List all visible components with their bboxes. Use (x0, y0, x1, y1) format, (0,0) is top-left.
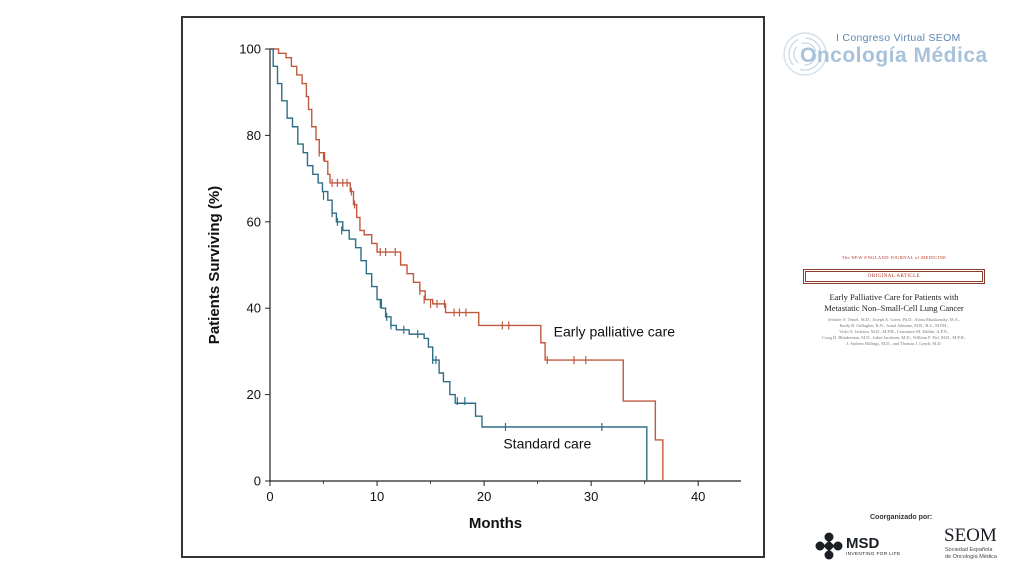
msd-tagline: INVENTING FOR LIFE (846, 552, 901, 557)
paper-authors: Jennifer S. Temel, M.D., Joseph A. Greer… (800, 317, 988, 347)
journal-name: The NEW ENGLAND JOURNAL of MEDICINE (841, 255, 947, 260)
chart-frame: 0 10 20 30 40 0 20 40 60 80 100 Months Patients Su… (181, 16, 765, 558)
seom-subtitle-line: Sociedad Española (945, 547, 993, 553)
axes: 0 10 20 30 40 0 20 40 60 80 100 (239, 42, 741, 504)
x-tick-label: 30 (584, 489, 598, 504)
survival-curve-standard-care (270, 48, 648, 481)
authors-line: Emily R. Gallagher, R.N., Sonal Admane, … (839, 323, 949, 328)
series-label-standard-care: Standard care (503, 436, 591, 452)
authors-line: J. Andrew Billings, M.D., and Thomas J. … (846, 341, 942, 346)
msd-name: MSD (846, 535, 880, 552)
paper-thumbnail: The NEW ENGLAND JOURNAL of MEDICINE ORIG… (800, 255, 988, 347)
seom-logo: SEOM Sociedad Española de Oncología Médi… (940, 525, 1006, 565)
congress-title: Oncología Médica (800, 44, 988, 67)
y-tick-label: 100 (239, 42, 261, 57)
authors-line: Vicki A. Jackson, M.D., M.P.H., Constanc… (839, 329, 949, 334)
y-tick-label: 40 (247, 301, 261, 316)
series-label-early-palliative-care: Early palliative care (554, 323, 676, 339)
y-tick-label: 0 (254, 474, 261, 489)
x-tick-label: 40 (691, 489, 705, 504)
paper-title-line: Early Palliative Care for Patients with (829, 292, 959, 302)
msd-mark-icon (815, 532, 843, 560)
seom-name: SEOM (944, 525, 997, 546)
x-tick-label: 10 (370, 489, 384, 504)
article-type-box: ORIGINAL ARTICLE (803, 269, 985, 284)
coorganized-label: Coorganizado por: (870, 514, 933, 521)
article-type-label: ORIGINAL ARTICLE (805, 271, 983, 282)
congress-swirl-icon (783, 32, 827, 76)
paper-title: Early Palliative Care for Patients with … (800, 292, 988, 314)
y-axis-title: Patients Surviving (%) (206, 186, 223, 344)
paper-title-line: Metastatic Non–Small-Cell Lung Cancer (824, 303, 964, 313)
y-tick-label: 80 (247, 128, 261, 143)
msd-logo: MSD INVENTING FOR LIFE (815, 532, 915, 560)
survival-curve-early-palliative-care (270, 48, 664, 481)
y-tick-label: 20 (247, 387, 261, 402)
seom-subtitle: Sociedad Española de Oncología Médica (945, 547, 1009, 560)
y-tick-label: 60 (247, 214, 261, 229)
x-tick-label: 20 (477, 489, 491, 504)
congress-subtitle: I Congreso Virtual SEOM (836, 32, 961, 44)
authors-line: Jennifer S. Temel, M.D., Joseph A. Greer… (827, 317, 961, 322)
seom-subtitle-line: de Oncología Médica (945, 553, 997, 560)
x-tick-label: 0 (266, 489, 273, 504)
series-layer (270, 48, 664, 481)
x-axis-title: Months (469, 515, 522, 532)
survival-chart: 0 10 20 30 40 0 20 40 60 80 100 Months Patients Su… (206, 42, 741, 532)
authors-line: Craig D. Blinderman, M.D., Juliet Jacobs… (822, 335, 966, 340)
